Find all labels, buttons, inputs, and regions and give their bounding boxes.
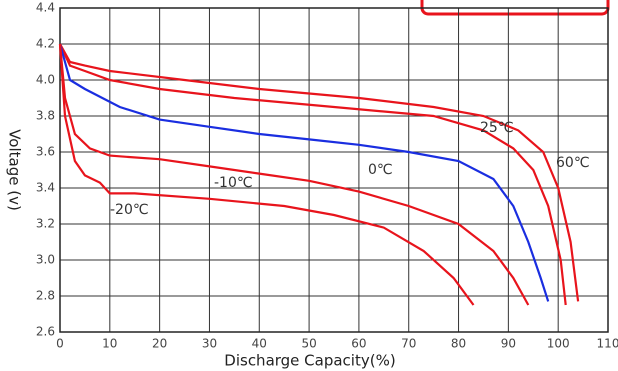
x-tick-label: 10	[102, 337, 117, 351]
x-tick-label: 20	[152, 337, 167, 351]
x-tick-label: 50	[301, 337, 316, 351]
curve-label: -20℃	[110, 202, 149, 218]
red-frame	[420, 0, 610, 16]
y-tick-label: 4.2	[36, 37, 55, 51]
y-tick-label: 2.8	[36, 289, 55, 303]
x-tick-label: 80	[451, 337, 466, 351]
curve-label: -10℃	[214, 175, 253, 191]
x-tick-label: 40	[252, 337, 267, 351]
y-tick-label: 3.6	[36, 145, 55, 159]
x-tick-label: 0	[56, 337, 64, 351]
x-tick-label: 100	[547, 337, 570, 351]
y-tick-label: 4.0	[36, 73, 55, 87]
x-axis-label: Discharge Capacity(%)	[224, 352, 395, 370]
y-tick-label: 2.6	[36, 325, 55, 339]
curve	[58, 43, 530, 306]
x-tick-label: 60	[351, 337, 366, 351]
y-tick-label: 3.0	[36, 253, 55, 267]
curve	[58, 43, 475, 306]
curve-label: 25℃	[480, 120, 514, 136]
x-tick-label: 30	[202, 337, 217, 351]
x-tick-label: 110	[597, 337, 618, 351]
y-tick-label: 3.2	[36, 217, 55, 231]
y-tick-label: 3.4	[36, 181, 55, 195]
plot-frame	[59, 7, 609, 333]
x-tick-label: 90	[501, 337, 516, 351]
curve	[58, 43, 550, 302]
y-axis-label: Voltage (v)	[6, 129, 24, 211]
curve-label: 0℃	[368, 162, 393, 178]
y-tick-label: 3.8	[36, 109, 55, 123]
curve	[59, 43, 580, 302]
x-tick-label: 70	[401, 337, 416, 351]
curve	[59, 43, 567, 306]
curve-label: 60℃	[556, 155, 590, 171]
y-tick-label: 4.4	[36, 1, 55, 15]
